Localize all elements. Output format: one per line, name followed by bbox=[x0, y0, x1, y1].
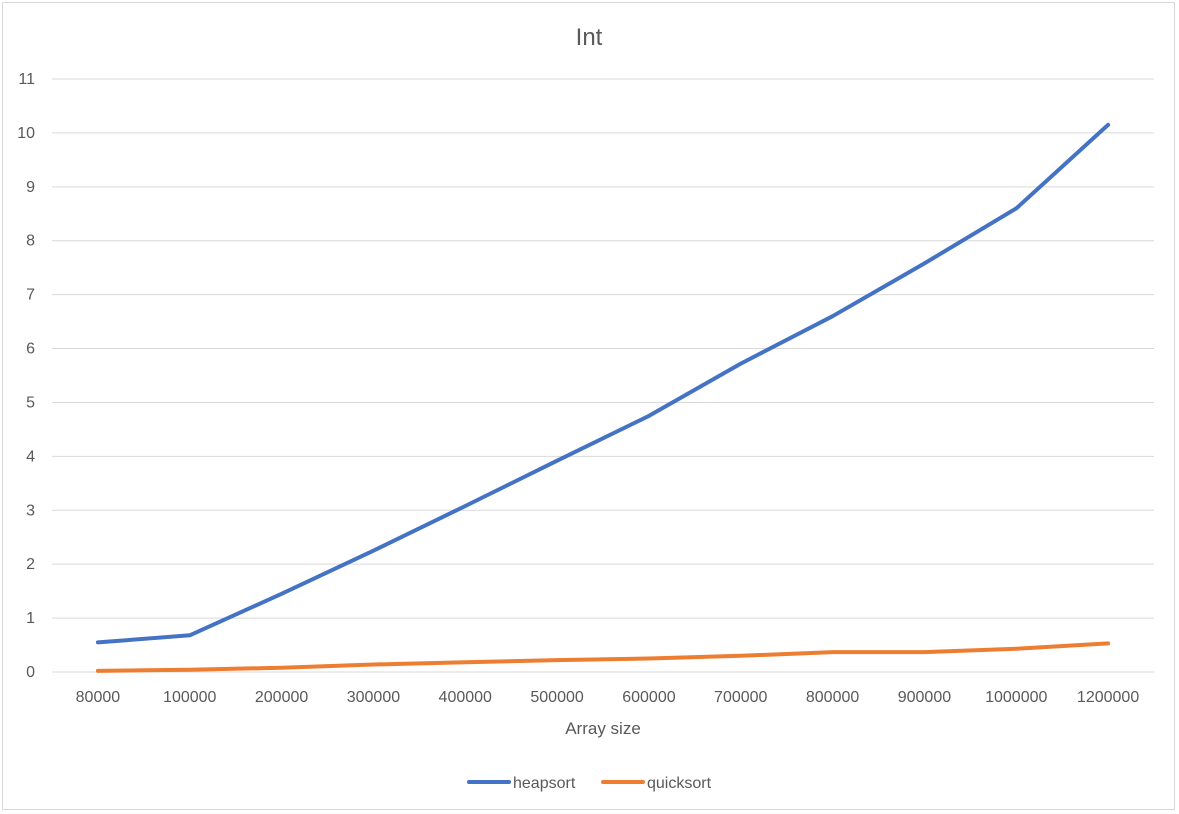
x-tick-label: 700000 bbox=[714, 689, 767, 706]
y-tick-label: 5 bbox=[26, 394, 35, 411]
x-tick-label: 400000 bbox=[439, 689, 492, 706]
y-tick-label: 10 bbox=[17, 125, 35, 142]
y-tick-label: 9 bbox=[26, 179, 35, 196]
x-tick-label: 1200000 bbox=[1077, 689, 1139, 706]
series-lines bbox=[95, 122, 1111, 673]
gridlines bbox=[52, 78, 1154, 673]
x-tick-label: 200000 bbox=[255, 689, 308, 706]
x-tick-label: 100000 bbox=[163, 689, 216, 706]
y-axis-ticks: 0 1 2 3 4 5 6 7 8 9 10 11 bbox=[17, 71, 35, 681]
y-tick-label: 7 bbox=[26, 287, 35, 304]
legend-label-heapsort: heapsort bbox=[513, 775, 576, 792]
y-tick-label: 11 bbox=[18, 71, 35, 88]
x-tick-label: 300000 bbox=[347, 689, 400, 706]
y-tick-label: 6 bbox=[26, 341, 35, 358]
x-tick-label: 500000 bbox=[530, 689, 583, 706]
x-axis-title: Array size bbox=[565, 719, 641, 738]
y-tick-label: 2 bbox=[26, 556, 35, 573]
x-tick-label: 800000 bbox=[806, 689, 859, 706]
y-tick-label: 4 bbox=[26, 448, 35, 465]
x-tick-label: 900000 bbox=[898, 689, 951, 706]
y-tick-label: 3 bbox=[26, 502, 35, 519]
x-tick-label: 1000000 bbox=[985, 689, 1047, 706]
y-tick-label: 8 bbox=[26, 233, 35, 250]
x-tick-label: 80000 bbox=[76, 689, 121, 706]
x-tick-label: 600000 bbox=[622, 689, 675, 706]
series-line-heapsort bbox=[95, 122, 1111, 645]
y-tick-label: 1 bbox=[26, 610, 35, 627]
y-tick-label: 0 bbox=[26, 664, 35, 681]
legend-label-quicksort: quicksort bbox=[647, 775, 712, 792]
legend: heapsort quicksort bbox=[467, 775, 712, 792]
x-axis-ticks: 80000 100000 200000 300000 400000 500000 60000… bbox=[76, 689, 1140, 706]
chart-title: Int bbox=[576, 24, 603, 51]
series-line-quicksort bbox=[95, 641, 1111, 673]
